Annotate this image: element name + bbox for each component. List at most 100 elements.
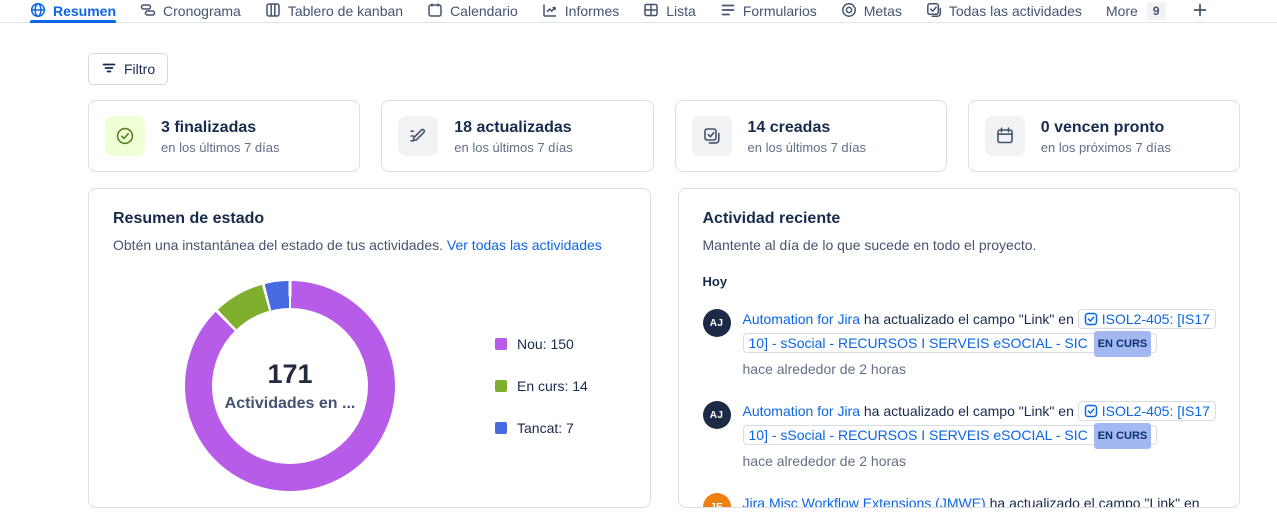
check-circle-icon (105, 116, 145, 156)
activity-text: Automation for Jira ha actualizado el ca… (742, 399, 1216, 473)
legend-item-nou: Nou: 150 (495, 336, 588, 352)
target-icon (841, 2, 857, 21)
recent-activity-subtitle: Mantente al día de lo que sucede en todo… (702, 237, 1037, 253)
tab-metas[interactable]: Metas (841, 0, 902, 22)
tab-resumen[interactable]: Resumen (30, 0, 117, 23)
stat-card-vencen-pronto[interactable]: 0 vencen pronto en los próximos 7 días (967, 100, 1240, 172)
tab-label: Cronograma (163, 3, 241, 19)
filter-label: Filtro (124, 61, 156, 77)
activity-action: ha actualizado el campo "Link" en (989, 495, 1200, 508)
stat-card-text: 3 finalizadas en los últimos 7 días (161, 118, 280, 155)
tab-label: Todas las actividades (948, 3, 1082, 19)
status-chart-area: 171 Actividades en ... Nou: 150 En curs:… (113, 281, 626, 491)
status-overview-panel: Resumen de estado Obtén una instantánea … (88, 188, 651, 508)
activity-text: Jira Misc Workflow Extensions (JMWE) ha … (742, 491, 1216, 508)
avatar: AJ (702, 401, 731, 429)
tab-label: Informes (564, 3, 620, 19)
activity-item: JE Jira Misc Workflow Extensions (JMWE) … (702, 491, 1216, 508)
timeline-icon (140, 2, 156, 21)
status-donut: 171 Actividades en ... (185, 281, 395, 491)
task-icon (1084, 404, 1097, 418)
stat-card-text: 14 creadas en los últimos 7 días (748, 118, 867, 155)
tab-formularios[interactable]: Formularios (720, 0, 817, 22)
status-badge: EN CURS (1093, 423, 1152, 449)
legend-swatch (495, 380, 507, 392)
tab-label: Tablero de kanban (287, 3, 404, 19)
calendar-icon (984, 116, 1025, 156)
chart-icon (542, 2, 558, 21)
activity-timestamp: hace alrededor de 2 horas (742, 453, 906, 469)
list-grid-icon (643, 2, 659, 21)
tab-informes[interactable]: Informes (542, 0, 619, 22)
activity-item: AJ Automation for Jira ha actualizado el… (702, 307, 1216, 381)
board-icon (265, 2, 281, 21)
legend-item-en-curs: En curs: 14 (495, 378, 588, 394)
activity-item: AJ Automation for Jira ha actualizado el… (702, 399, 1216, 473)
stat-card-text: 0 vencen pronto en los próximos 7 días (1041, 118, 1171, 155)
panels-row: Resumen de estado Obtén una instantánea … (88, 188, 1240, 508)
plus-icon (1192, 2, 1208, 21)
activity-timestamp: hace alrededor de 2 horas (742, 361, 906, 377)
tab-label: Formularios (742, 3, 817, 19)
more-count-badge: 9 (1146, 2, 1166, 20)
created-check-icon (691, 116, 732, 156)
pencil-list-icon (398, 116, 439, 156)
activity-line: Jira Misc Workflow Extensions (JMWE) ha … (742, 491, 1216, 508)
activity-text: Automation for Jira ha actualizado el ca… (742, 307, 1216, 381)
issue-link-text: ISOL2-405: [IS1710] - sSocial - RECURSOS… (748, 311, 1210, 351)
stat-card-creadas[interactable]: 14 creadas en los últimos 7 días (674, 100, 947, 172)
task-icon (1084, 312, 1097, 326)
add-view-button[interactable] (1192, 0, 1208, 22)
stat-card-subtitle: en los últimos 7 días (161, 139, 280, 155)
stat-card-finalizadas[interactable]: 3 finalizadas en los últimos 7 días (88, 100, 361, 172)
forms-icon (720, 2, 736, 21)
avatar: AJ (702, 309, 731, 337)
stat-card-subtitle: en los próximos 7 días (1040, 139, 1171, 155)
avatar: JE (702, 493, 731, 507)
activity-action: ha actualizado el campo "Link" en (863, 403, 1074, 419)
all-activities-icon (926, 2, 942, 21)
tab-more[interactable]: More 9 (1106, 0, 1166, 22)
donut-legend: Nou: 150 En curs: 14 Tancat: 7 (495, 336, 588, 436)
actor-link[interactable]: Automation for Jira (742, 311, 861, 327)
issue-link-text: ISOL2-405: [IS1710] - sSocial - RECURSOS… (748, 403, 1210, 443)
status-overview-title: Resumen de estado (113, 210, 265, 227)
stat-card-subtitle: en los últimos 7 días (747, 139, 867, 155)
stat-card-actualizadas[interactable]: 18 actualizadas en los últimos 7 días (381, 100, 654, 172)
tab-label: Calendario (450, 3, 518, 19)
recent-activity-panel: Actividad reciente Mantente al día de lo… (677, 188, 1240, 508)
calendar-icon (427, 2, 443, 21)
donut-center: 171 Actividades en ... (212, 308, 368, 464)
stat-card-text: 18 actualizadas en los últimos 7 días (454, 118, 573, 155)
filter-button[interactable]: Filtro (88, 53, 169, 85)
project-tab-bar: Resumen Cronograma Tablero de kanban Cal… (0, 0, 1277, 23)
stat-card-title: 3 finalizadas (161, 118, 257, 136)
issue-link-chip[interactable]: ISOL2-405: [IS1710] - sSocial - RECURSOS… (742, 309, 1216, 357)
legend-label: Nou: 150 (517, 336, 574, 352)
tab-label: Lista (666, 3, 696, 19)
tab-todas-las-actividades[interactable]: Todas las actividades (926, 0, 1082, 22)
tab-lista[interactable]: Lista (643, 0, 696, 22)
issue-link-chip[interactable]: ISOL2-405: [IS1710] - sSocial - RECURSOS… (742, 401, 1216, 449)
activity-line: Automation for Jira ha actualizado el ca… (742, 307, 1216, 357)
activity-group-label: Hoy (702, 274, 728, 289)
tab-cronograma[interactable]: Cronograma (140, 0, 241, 22)
globe-icon (30, 2, 46, 21)
tab-tablero-de-kanban[interactable]: Tablero de kanban (265, 0, 403, 22)
stat-card-title: 18 actualizadas (454, 118, 572, 136)
legend-swatch (495, 422, 507, 434)
tab-calendario[interactable]: Calendario (427, 0, 518, 22)
view-all-activities-link[interactable]: Ver todas las actividades (446, 237, 602, 253)
legend-label: Tancat: 7 (517, 420, 574, 436)
donut-center-label: Actividades en ... (224, 395, 356, 412)
stat-card-title: 0 vencen pronto (1040, 118, 1165, 136)
stat-card-subtitle: en los últimos 7 días (454, 139, 573, 155)
donut-total-value: 171 (267, 359, 313, 389)
status-badge: EN CURS (1093, 331, 1152, 357)
more-label: More (1105, 3, 1138, 19)
tab-label: Metas (863, 3, 902, 19)
actor-link[interactable]: Jira Misc Workflow Extensions (JMWE) (742, 495, 986, 508)
stat-card-title: 14 creadas (747, 118, 831, 136)
actor-link[interactable]: Automation for Jira (742, 403, 861, 419)
activity-line: Automation for Jira ha actualizado el ca… (742, 399, 1216, 449)
